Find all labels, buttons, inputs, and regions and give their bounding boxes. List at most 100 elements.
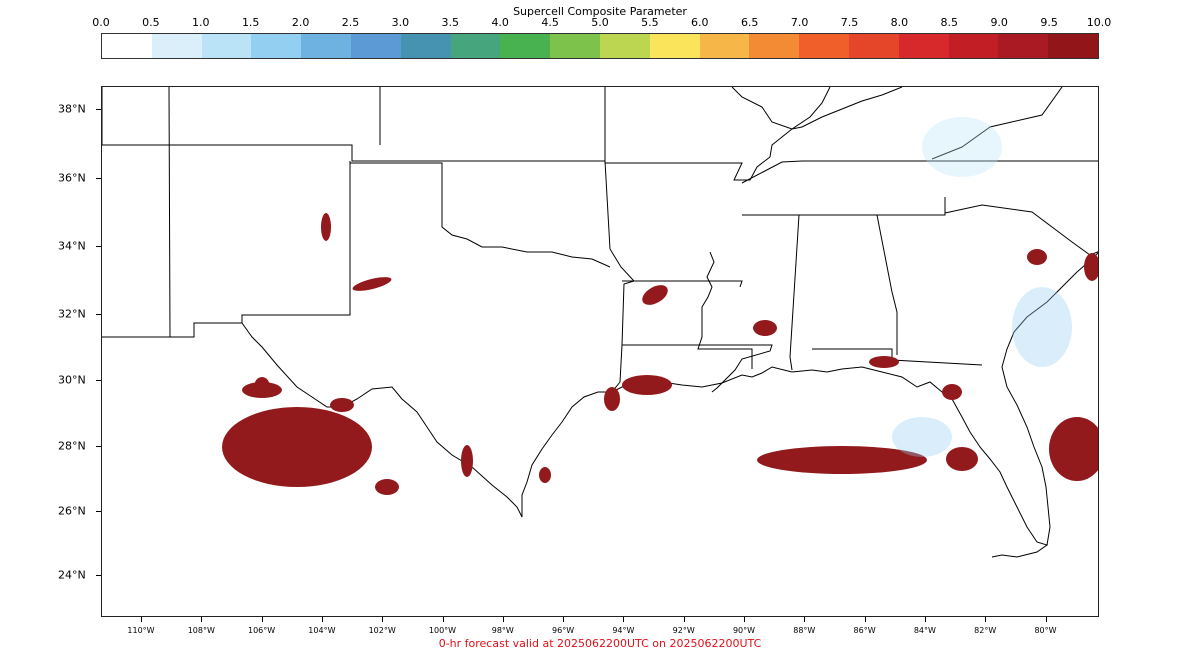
- colorbar-tick-label: 4.0: [491, 16, 509, 29]
- field-blob-fl-2: [942, 384, 962, 400]
- longitude-tick: [502, 617, 504, 622]
- field-blob-tx-west-4: [330, 398, 354, 412]
- latitude-label: 30°N: [58, 373, 86, 387]
- field-blob-ar: [642, 285, 668, 305]
- colorbar-segment: [749, 34, 800, 58]
- longitude-label: 82°W: [974, 626, 997, 635]
- colorbar-tick-label: 0.5: [142, 16, 160, 29]
- longitude-tick: [442, 617, 444, 622]
- longitude-tick: [985, 617, 987, 622]
- colorbar-segment: [550, 34, 600, 58]
- colorbar-tick-label: 7.0: [790, 16, 809, 29]
- latitude-label: 28°N: [58, 439, 86, 453]
- colorbar-tick-label: 10.0: [1086, 16, 1112, 29]
- colorbar-segment: [1048, 34, 1098, 58]
- longitude-label: 108°W: [187, 626, 215, 635]
- latitude-label: 24°N: [58, 568, 86, 582]
- state-line-37n: [102, 144, 773, 393]
- latitude-tick: [96, 178, 101, 179]
- colorbar-tick-label: 9.5: [1040, 16, 1058, 29]
- longitude-tick: [321, 617, 323, 622]
- latitude-tick: [96, 109, 101, 110]
- state-line-ky-va: [731, 87, 903, 130]
- field-blob-tx-south: [539, 467, 551, 483]
- colorbar-segment: [201, 34, 252, 58]
- colorbar-tick-label: 5.5: [641, 16, 659, 29]
- colorbar-segment: [599, 34, 650, 58]
- state-line-al-fl: [812, 348, 983, 366]
- state-line-tn-ky: [741, 160, 1098, 184]
- field-blob-al: [869, 356, 899, 368]
- latitude-tick: [96, 246, 101, 247]
- field-blob-gulf: [757, 446, 927, 474]
- colorbar-tick-label: 6.0: [691, 16, 709, 29]
- state-line-la-ms-river: [697, 251, 753, 369]
- longitude-tick: [261, 617, 263, 622]
- state-line-va-nc: [931, 87, 1063, 160]
- map-frame: [101, 86, 1099, 617]
- longitude-tick: [201, 617, 203, 622]
- colorbar-segment: [400, 34, 451, 58]
- field-haze-1: [922, 117, 1002, 177]
- colorbar-tick-label: 8.5: [940, 16, 959, 29]
- state-line-ar-mo: [604, 87, 831, 181]
- colorbar-tick-label: 2.5: [341, 16, 360, 29]
- field-blob-nm: [321, 213, 331, 241]
- colorbar: [101, 33, 1099, 59]
- field-blob-tx-west-2: [222, 407, 372, 487]
- field-haze-3: [892, 417, 952, 457]
- colorbar-title: Supercell Composite Parameter: [513, 5, 687, 18]
- latitude-label: 32°N: [58, 307, 86, 321]
- longitude-label: 84°W: [913, 626, 936, 635]
- colorbar-segment: [799, 34, 849, 58]
- colorbar-segment: [151, 34, 202, 58]
- atlantic-coast: [1001, 252, 1098, 546]
- longitude-label: 94°W: [612, 626, 635, 635]
- longitude-tick: [744, 617, 745, 622]
- field-haze-2: [1012, 287, 1072, 367]
- colorbar-tick-label: 0.0: [92, 16, 110, 29]
- field-blob-la-coast-2: [604, 387, 620, 411]
- field-blob-tx-central: [461, 445, 473, 477]
- colorbar-tick-label: 8.0: [890, 16, 909, 29]
- latitude-tick: [96, 314, 101, 315]
- state-line-ms-tn: [742, 197, 946, 216]
- state-line-ms-al: [789, 214, 800, 371]
- longitude-label: 104°W: [308, 626, 336, 635]
- longitude-tick: [382, 617, 384, 622]
- longitude-label: 92°W: [672, 626, 695, 635]
- colorbar-tick-label: 9.0: [990, 16, 1008, 29]
- colorbar-tick-label: 4.5: [541, 16, 559, 29]
- colorbar-tick-label: 1.0: [192, 16, 210, 29]
- field-blob-tx-west-3: [242, 382, 282, 398]
- forecast-valid-text: 0-hr forecast valid at 2025062200UTC on …: [438, 637, 762, 650]
- field-blob-sc: [1084, 253, 1098, 281]
- latitude-tick: [96, 575, 101, 576]
- field-blob-ms: [753, 320, 777, 336]
- gulf-coast: [611, 366, 1049, 558]
- colorbar-tick-label: 3.5: [441, 16, 460, 29]
- state-line-ga-sc: [944, 204, 1098, 256]
- colorbar-tick-label: 2.0: [291, 16, 310, 29]
- map-canvas: [102, 87, 1098, 558]
- colorbar-segment: [649, 34, 700, 58]
- state-line-nm-tx-south: [102, 161, 351, 338]
- longitude-label: 98°W: [491, 626, 514, 635]
- latitude-label: 38°N: [58, 102, 86, 116]
- colorbar-segment: [450, 34, 501, 58]
- field-blob-tx-pan: [352, 277, 392, 291]
- field-blob-atl: [1049, 417, 1098, 481]
- longitude-tick: [864, 617, 866, 622]
- colorbar-segment: [948, 34, 999, 58]
- colorbar-tick-label: 7.5: [840, 16, 859, 29]
- colorbar-segment: [102, 34, 152, 58]
- longitude-tick: [804, 617, 806, 622]
- state-line-al-ga: [876, 214, 898, 355]
- field-highlights: [222, 117, 1098, 495]
- colorbar-segment: [500, 34, 551, 58]
- colorbar-tick-label: 1.5: [241, 16, 260, 29]
- longitude-label: 102°W: [368, 626, 396, 635]
- longitude-tick: [683, 617, 685, 622]
- longitude-tick: [563, 617, 565, 622]
- colorbar-tick-label: 5.0: [591, 16, 609, 29]
